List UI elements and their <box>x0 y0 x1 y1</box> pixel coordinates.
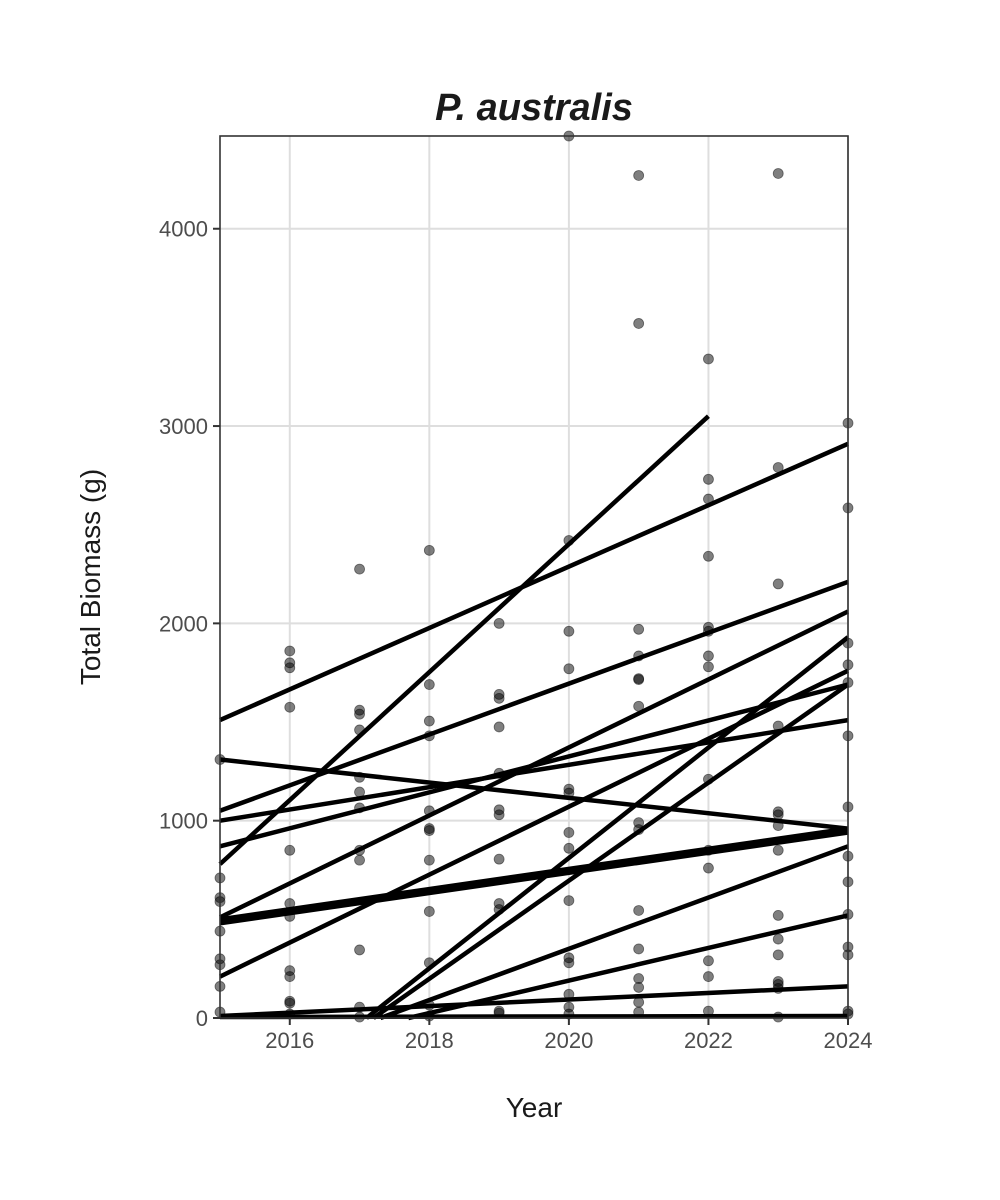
data-point <box>772 578 784 590</box>
data-point <box>423 825 435 836</box>
data-point <box>354 944 365 956</box>
trend-line <box>365 635 850 1020</box>
x-tick-label: 2024 <box>824 1028 873 1053</box>
x-axis-title: Year <box>506 1092 563 1123</box>
data-point <box>284 971 296 982</box>
trend-line <box>219 717 849 823</box>
trend-line <box>219 1013 849 1020</box>
data-point <box>423 854 435 866</box>
data-point <box>354 563 365 575</box>
trend-line <box>219 984 849 1019</box>
trend-line <box>219 757 849 831</box>
y-axis-title: Total Biomass (g) <box>75 469 106 685</box>
data-point <box>703 971 714 982</box>
trend-lines <box>218 414 850 1021</box>
x-tick-label: 2018 <box>405 1028 454 1053</box>
data-point <box>633 623 645 635</box>
data-point <box>563 957 575 969</box>
trend-line <box>219 579 849 813</box>
data-point <box>284 662 296 674</box>
trend-line <box>219 830 849 926</box>
data-point <box>284 701 296 713</box>
trend-line <box>379 844 849 1021</box>
y-tick-label: 0 <box>196 1006 208 1031</box>
data-point <box>493 721 505 733</box>
data-point <box>354 854 365 866</box>
y-tick-label: 1000 <box>159 809 208 834</box>
data-point <box>772 809 784 821</box>
data-point <box>493 617 505 629</box>
data-point <box>284 844 296 856</box>
data-point <box>633 170 645 181</box>
y-tick-label: 4000 <box>159 217 208 242</box>
data-point <box>633 905 645 916</box>
data-point <box>423 544 435 556</box>
data-point <box>423 715 435 727</box>
data-point <box>563 895 575 906</box>
data-point <box>633 674 645 686</box>
data-point <box>423 679 435 690</box>
y-axis-ticks: 0 1000 2000 3000 4000 <box>159 217 220 1031</box>
trend-line <box>219 826 849 922</box>
data-point <box>633 982 645 993</box>
data-point <box>633 943 645 955</box>
data-point <box>493 692 505 704</box>
data-point <box>284 997 296 1009</box>
data-point <box>354 708 365 720</box>
data-point <box>563 842 575 854</box>
data-point <box>703 473 714 485</box>
data-point <box>633 318 645 329</box>
data-point <box>772 168 784 179</box>
chart-title: P. australis <box>435 87 633 129</box>
x-axis-ticks: 2016 2018 2020 2022 2024 <box>265 1018 872 1053</box>
data-point <box>563 663 575 675</box>
data-point <box>703 862 714 874</box>
trend-line <box>218 414 710 866</box>
data-point <box>563 827 575 838</box>
x-tick-label: 2022 <box>684 1028 733 1053</box>
data-point <box>563 625 575 637</box>
data-point <box>772 949 784 961</box>
data-point <box>703 353 714 365</box>
trend-line <box>407 913 849 1021</box>
trend-line <box>219 441 849 723</box>
data-point <box>772 844 784 856</box>
x-tick-label: 2020 <box>544 1028 593 1053</box>
y-tick-label: 2000 <box>159 611 208 636</box>
data-point <box>703 955 714 967</box>
data-point <box>772 933 784 945</box>
plot-panel <box>219 135 849 1019</box>
x-tick-label: 2016 <box>265 1028 314 1053</box>
data-point <box>703 650 714 662</box>
data-point <box>633 996 645 1008</box>
y-tick-label: 3000 <box>159 414 208 439</box>
data-point <box>493 853 505 865</box>
data-point <box>772 909 784 921</box>
data-point <box>703 661 714 673</box>
trend-line <box>219 609 849 920</box>
data-point <box>703 550 714 562</box>
data-point <box>423 906 435 917</box>
data-point <box>284 645 296 657</box>
trend-line <box>372 682 850 1020</box>
data-point <box>493 809 505 821</box>
